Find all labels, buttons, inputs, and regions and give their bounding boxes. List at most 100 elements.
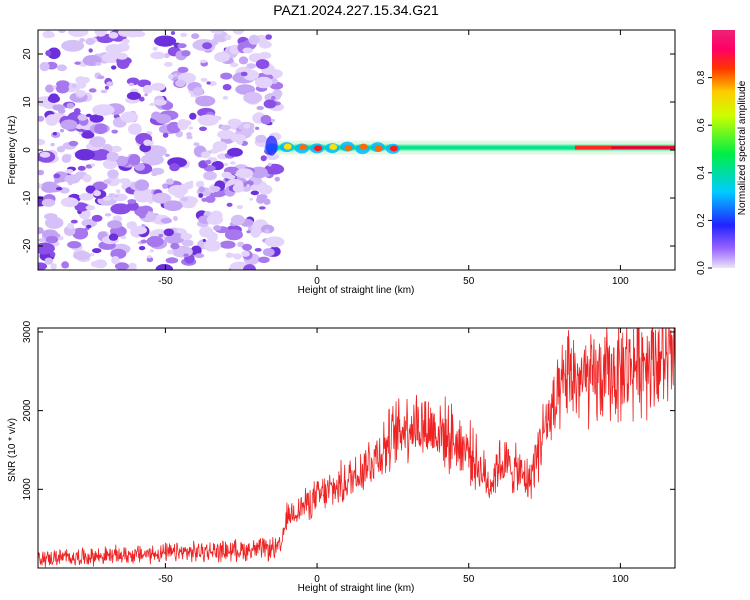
noise-blob: [163, 228, 174, 237]
noise-blob: [190, 93, 195, 98]
noise-blob: [66, 102, 75, 109]
colorbar-ticks: 0.0 0.2 0.4 0.6 0.8: [696, 70, 712, 275]
noise-blob: [210, 186, 221, 192]
noise-blob: [235, 168, 254, 179]
noise-blob: [82, 174, 92, 183]
noise-blob: [230, 62, 239, 68]
noise-blob: [111, 256, 120, 265]
noise-blob: [255, 59, 270, 70]
noise-blob: [181, 239, 194, 247]
noise-blob: [108, 233, 119, 241]
noise-blob: [92, 181, 108, 191]
noise-blob: [217, 129, 235, 140]
noise-blob: [164, 61, 173, 67]
noise-blob: [95, 62, 102, 66]
noise-blob: [61, 39, 85, 52]
noise-blob: [107, 169, 119, 179]
noise-blob: [139, 96, 145, 102]
noise-blob: [77, 165, 86, 171]
noise-blob: [260, 155, 267, 162]
x-tick-label: 50: [463, 574, 475, 585]
noise-blob: [197, 109, 204, 114]
noise-blob: [264, 229, 270, 234]
noise-blob: [205, 159, 212, 165]
signal-blob-core: [329, 143, 338, 150]
noise-blob: [91, 214, 103, 222]
noise-blob: [262, 248, 275, 257]
noise-blob: [271, 118, 275, 123]
noise-blob: [41, 198, 56, 207]
noise-blob: [94, 30, 107, 37]
noise-blob: [238, 56, 249, 65]
noise-blob: [265, 153, 279, 161]
noise-blob: [81, 131, 95, 139]
noise-blob: [172, 216, 178, 221]
noise-blob: [88, 88, 97, 93]
noise-blob: [206, 214, 223, 225]
noise-blob: [226, 202, 233, 207]
noise-blob: [232, 30, 245, 35]
noise-blob: [261, 224, 275, 234]
noise-blob: [88, 48, 93, 53]
noise-blob: [256, 105, 265, 111]
noise-blob: [160, 217, 172, 224]
noise-blob: [73, 251, 91, 261]
noise-blob: [105, 44, 124, 54]
noise-blob: [195, 180, 205, 188]
noise-blob: [107, 220, 123, 229]
noise-blob: [193, 142, 200, 147]
noise-blob: [50, 142, 55, 147]
noise-blob: [248, 34, 260, 45]
noise-blob: [264, 163, 285, 175]
noise-blob: [38, 169, 45, 176]
snr-panel: -50 0 50 100 1000 2000 3000 Height of straigh…: [7, 320, 676, 594]
x-tick-label: 100: [612, 574, 629, 585]
noise-blob: [57, 64, 67, 72]
noise-blob: [162, 183, 168, 189]
noise-blob: [271, 95, 276, 100]
noise-blob: [92, 104, 115, 116]
noise-blob: [81, 218, 98, 228]
noise-blob: [210, 30, 217, 34]
noise-blob: [198, 186, 205, 193]
colorbar-scale: [712, 30, 735, 268]
noise-blob: [242, 243, 253, 251]
noise-blob: [198, 193, 204, 198]
noise-blob: [186, 135, 193, 140]
noise-blob: [104, 85, 109, 90]
noise-blob: [42, 30, 55, 39]
noise-blob: [240, 140, 248, 146]
noise-blob: [202, 42, 213, 50]
noise-blob: [120, 235, 127, 240]
spectrogram-panel: -50 0 50 100 -20 -10 0 10 20 Height of straight…: [7, 29, 676, 296]
noise-blob: [38, 262, 48, 270]
signal-band-max: [611, 146, 675, 149]
noise-blob: [64, 174, 81, 184]
noise-blob: [127, 199, 137, 204]
noise-blob: [236, 205, 243, 210]
snr-frame: [37, 327, 676, 569]
noise-blob: [93, 190, 101, 197]
noise-blob: [110, 203, 131, 215]
noise-blob: [217, 132, 222, 136]
noise-blob: [115, 189, 121, 194]
noise-blob: [274, 176, 280, 182]
noise-blob: [224, 229, 243, 241]
signal-blob-core: [389, 145, 398, 152]
noise-blob: [138, 246, 146, 251]
noise-blob: [55, 187, 63, 191]
noise-blob: [60, 197, 79, 208]
noise-blob: [142, 84, 153, 94]
noise-blob: [195, 95, 216, 107]
noise-blob: [267, 162, 272, 167]
noise-blob: [149, 102, 156, 106]
noise-blob: [203, 171, 217, 181]
spectrogram-signal-band: [264, 135, 675, 156]
noise-blob: [59, 128, 65, 133]
signal-blob-core: [344, 144, 353, 151]
noise-blob: [165, 178, 174, 185]
noise-blob: [264, 236, 285, 248]
noise-blob: [263, 198, 271, 205]
noise-blob: [177, 43, 187, 49]
noise-blob: [164, 153, 170, 157]
